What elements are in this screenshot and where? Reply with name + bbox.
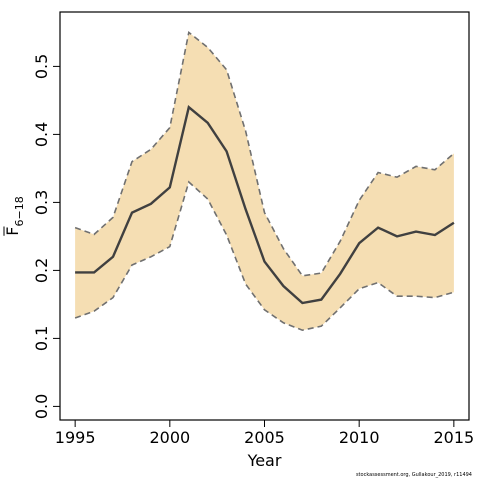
x-axis-title: Year (247, 451, 282, 470)
x-tick-label: 2015 (433, 428, 474, 447)
y-axis-title: F6−18 (3, 196, 26, 236)
confidence-band (75, 32, 454, 331)
y-axis-title-main: F (3, 227, 22, 236)
y-tick-label: 0.1 (32, 326, 51, 351)
footer-note: stockassessment.org, Gullakour_2019, r11… (355, 472, 472, 478)
y-tick-label: 0.5 (32, 54, 51, 79)
x-tick-label: 2000 (149, 428, 190, 447)
y-tick-label: 0.2 (32, 258, 51, 283)
axes: 1995 2000 2005 2010 2015 0.0 0.1 0.2 0.3 0.4 0.5 (32, 54, 474, 447)
x-tick-label: 2010 (339, 428, 380, 447)
y-tick-label: 0.3 (32, 190, 51, 215)
x-tick-label: 2005 (244, 428, 285, 447)
upper-bound-line (74, 30, 455, 277)
lower-bound-line (74, 180, 455, 332)
plot-area (74, 30, 455, 332)
y-tick-label: 0.4 (32, 122, 51, 147)
y-tick-label: 0.0 (32, 394, 51, 419)
x-tick-label: 1995 (55, 428, 96, 447)
svg-text:F6−18: F6−18 (3, 196, 26, 235)
estimate-line (75, 105, 455, 305)
y-axis-title-subscript: 6−18 (13, 196, 26, 226)
